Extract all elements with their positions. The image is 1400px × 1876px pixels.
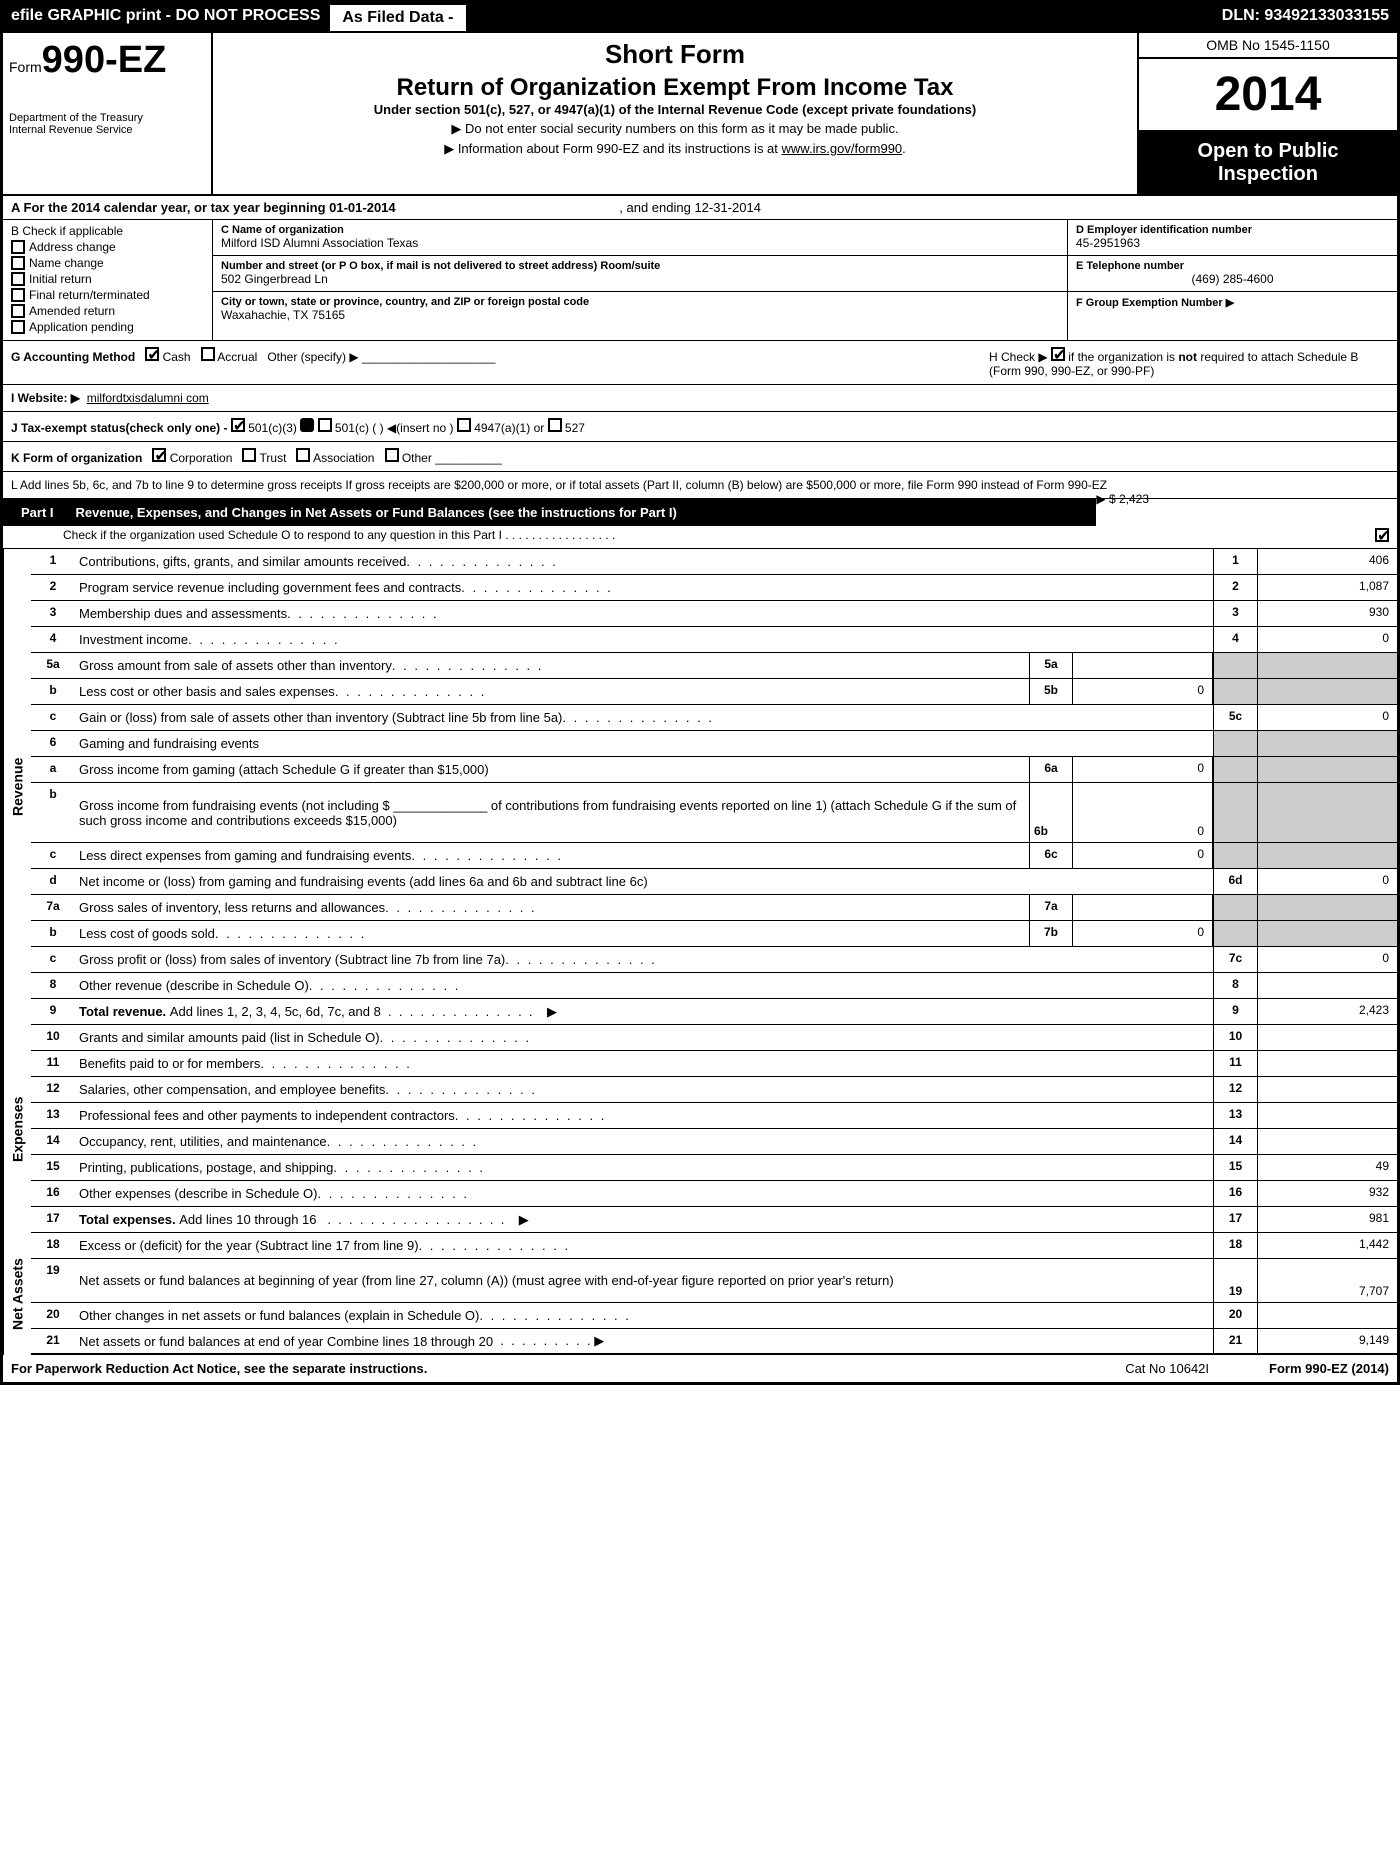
return-title: Return of Organization Exempt From Incom…: [225, 74, 1125, 102]
check-527[interactable]: [548, 418, 562, 432]
section-def: D Employer identification number 45-2951…: [1067, 220, 1397, 340]
ein: 45-2951963: [1076, 236, 1389, 250]
irs-link[interactable]: www.irs.gov/form990: [782, 141, 903, 156]
check-address[interactable]: [11, 240, 25, 254]
check-4947[interactable]: [457, 418, 471, 432]
form-page: efile GRAPHIC print - DO NOT PROCESS As …: [0, 0, 1400, 1385]
line8-val: [1257, 973, 1397, 998]
line5c-val: 0: [1257, 705, 1397, 730]
netassets-section: Net Assets 18Excess or (deficit) for the…: [3, 1233, 1397, 1355]
form-prefix: Form: [9, 59, 42, 75]
check-amended[interactable]: [11, 304, 25, 318]
section-i: I Website: ▶ milfordtxisdalumni com: [3, 385, 1397, 412]
footer: For Paperwork Reduction Act Notice, see …: [3, 1355, 1397, 1382]
section-c: C Name of organization Milford ISD Alumn…: [213, 220, 1067, 340]
org-street: 502 Gingerbread Ln: [221, 272, 1059, 286]
section-a: A For the 2014 calendar year, or tax yea…: [3, 196, 1397, 220]
line15-val: 49: [1257, 1155, 1397, 1180]
section-h: H Check ▶ if the organization is not req…: [989, 347, 1389, 378]
section-g: G Accounting Method Cash Accrual Other (…: [11, 347, 989, 378]
subtitle-3: ▶ Information about Form 990-EZ and its …: [225, 141, 1125, 157]
check-pending[interactable]: [11, 320, 25, 334]
cat-no: Cat No 10642I: [1125, 1361, 1209, 1376]
omb-number: OMB No 1545-1150: [1139, 33, 1397, 59]
gross-receipts: ▶ $ 2,423: [1096, 492, 1149, 506]
dept-treasury: Department of the Treasury: [9, 112, 205, 124]
org-city: Waxahachie, TX 75165: [221, 308, 1059, 322]
line1-val: 406: [1257, 549, 1397, 574]
line9-val: 2,423: [1257, 999, 1397, 1024]
expenses-section: Expenses 10Grants and similar amounts pa…: [3, 1025, 1397, 1233]
dln-label: DLN: 93492133033155: [1214, 3, 1397, 33]
short-form: Short Form: [225, 39, 1125, 70]
check-trust[interactable]: [242, 448, 256, 462]
check-other-org[interactable]: [385, 448, 399, 462]
header-left: Form990-EZ Department of the Treasury In…: [3, 33, 213, 194]
line3-val: 930: [1257, 601, 1397, 626]
line2-val: 1,087: [1257, 575, 1397, 600]
dept-irs: Internal Revenue Service: [9, 124, 205, 136]
check-initial[interactable]: [11, 272, 25, 286]
check-accrual[interactable]: [201, 347, 215, 361]
check-name[interactable]: [11, 256, 25, 270]
header: Form990-EZ Department of the Treasury In…: [3, 33, 1397, 196]
tax-year: 2014: [1139, 59, 1397, 132]
check-assoc[interactable]: [296, 448, 310, 462]
check-501c3[interactable]: [231, 418, 245, 432]
check-corp[interactable]: [152, 448, 166, 462]
top-bar: efile GRAPHIC print - DO NOT PROCESS As …: [3, 3, 1397, 33]
website[interactable]: milfordtxisdalumni com: [87, 391, 209, 405]
check-cash[interactable]: [145, 347, 159, 361]
subtitle-1: Under section 501(c), 527, or 4947(a)(1)…: [225, 102, 1125, 117]
form-id: Form 990-EZ (2014): [1269, 1361, 1389, 1376]
netassets-label: Net Assets: [3, 1233, 31, 1355]
section-l: L Add lines 5b, 6c, and 7b to line 9 to …: [3, 472, 1397, 499]
section-k: K Form of organization Corporation Trust…: [3, 442, 1397, 472]
efile-label: efile GRAPHIC print - DO NOT PROCESS: [3, 3, 328, 33]
asfiled-label: As Filed Data -: [328, 3, 467, 33]
open-public: Open to Public Inspection: [1139, 132, 1397, 194]
expenses-label: Expenses: [3, 1025, 31, 1233]
header-right: OMB No 1545-1150 2014 Open to Public Ins…: [1137, 33, 1397, 194]
line21-val: 9,149: [1257, 1329, 1397, 1353]
line18-val: 1,442: [1257, 1233, 1397, 1258]
line17-val: 981: [1257, 1207, 1397, 1232]
phone: (469) 285-4600: [1076, 272, 1389, 286]
subtitle-2: ▶ Do not enter social security numbers o…: [225, 121, 1125, 137]
group-exemption: F Group Exemption Number ▶: [1076, 296, 1389, 309]
check-final[interactable]: [11, 288, 25, 302]
part1-header: Part I Revenue, Expenses, and Changes in…: [3, 499, 1397, 549]
check-sched-b[interactable]: [1051, 347, 1065, 361]
line19-val: 7,707: [1257, 1259, 1397, 1302]
check-sched-o[interactable]: [1375, 528, 1389, 542]
line16-val: 932: [1257, 1181, 1397, 1206]
form-number: 990-EZ: [42, 39, 167, 81]
line7c-val: 0: [1257, 947, 1397, 972]
header-center: Short Form Return of Organization Exempt…: [213, 33, 1137, 194]
section-gh: G Accounting Method Cash Accrual Other (…: [3, 341, 1397, 385]
paperwork-notice: For Paperwork Reduction Act Notice, see …: [11, 1361, 427, 1376]
section-j: J Tax-exempt status(check only one) - 50…: [3, 412, 1397, 442]
revenue-label: Revenue: [3, 549, 31, 1025]
section-b-checks: B Check if applicable Address change Nam…: [3, 220, 213, 340]
line4-val: 0: [1257, 627, 1397, 652]
line6d-val: 0: [1257, 869, 1397, 894]
org-name: Milford ISD Alumni Association Texas: [221, 236, 1059, 250]
revenue-section: Revenue 1Contributions, gifts, grants, a…: [3, 549, 1397, 1025]
section-bcdef: B Check if applicable Address change Nam…: [3, 220, 1397, 341]
check-501c[interactable]: [318, 418, 332, 432]
